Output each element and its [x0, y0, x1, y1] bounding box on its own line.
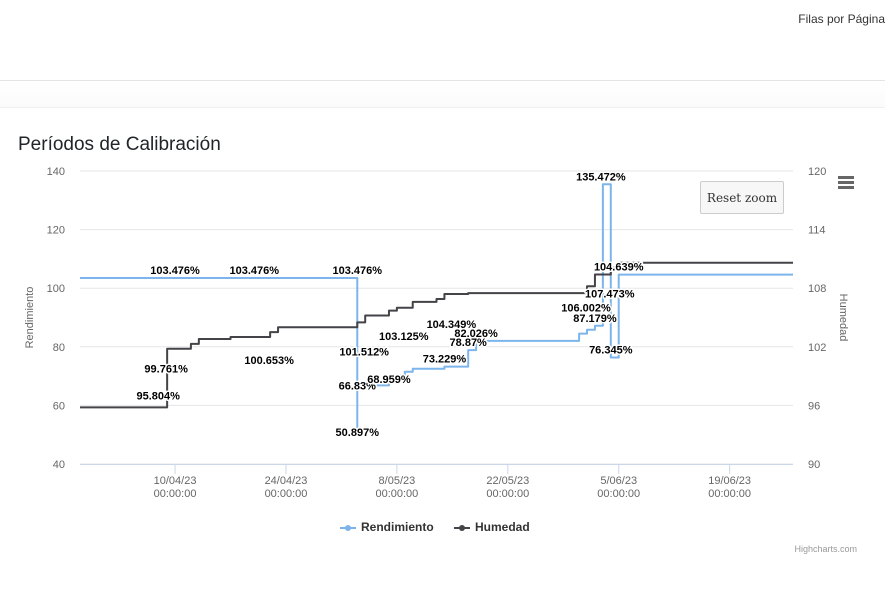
data-label-rendimiento: 104.639% — [594, 262, 644, 274]
chart-title: Períodos de Calibración — [18, 134, 221, 155]
x-tick-sublabel: 00:00:00 — [375, 488, 418, 500]
data-label-rendimiento: 82.026% — [454, 328, 498, 340]
x-tick-label: 5/06/23 — [600, 475, 637, 487]
data-label-humedad: 107.473% — [585, 288, 635, 300]
data-label-humedad: 95.804% — [137, 390, 181, 402]
chart-legend: Rendimiento Humedad — [0, 519, 885, 537]
y-tick-label-left: 100 — [47, 283, 65, 295]
x-tick-label: 24/04/23 — [265, 475, 308, 487]
y-tick-label-left: 80 — [53, 342, 65, 354]
reset-zoom-button[interactable]: Reset zoom — [700, 181, 784, 214]
data-label-rendimiento: 76.345% — [589, 345, 633, 357]
hamburger-menu-icon[interactable] — [837, 175, 855, 191]
x-tick-label: 10/04/23 — [154, 475, 197, 487]
data-label-rendimiento: 135.472% — [576, 171, 626, 183]
x-tick-sublabel: 00:00:00 — [154, 488, 197, 500]
data-label-humedad: 103.125% — [379, 331, 429, 343]
data-label-rendimiento: 103.476% — [150, 265, 200, 277]
y-tick-label-right: 90 — [808, 459, 820, 471]
section-divider — [0, 81, 885, 108]
legend-label-humedad: Humedad — [475, 520, 530, 534]
x-tick-label: 22/05/23 — [486, 475, 529, 487]
data-label-rendimiento: 68.959% — [367, 374, 411, 386]
data-label-rendimiento: 78.87% — [450, 337, 488, 349]
x-tick-sublabel: 00:00:00 — [597, 488, 640, 500]
y-tick-label-right: 102 — [808, 342, 826, 354]
series-line-rendimiento — [80, 183, 793, 434]
y-tick-label-left: 140 — [47, 166, 65, 178]
y-tick-label-left: 60 — [53, 400, 65, 412]
legend-symbol-rendimiento — [340, 525, 356, 531]
y-tick-label-right: 120 — [808, 166, 826, 178]
credits-link[interactable]: Highcharts.com — [794, 544, 857, 554]
y-tick-label-left: 40 — [53, 459, 65, 471]
legend-label-rendimiento: Rendimiento — [361, 520, 434, 534]
x-tick-sublabel: 00:00:00 — [708, 488, 751, 500]
y-axis-title-left: Rendimiento — [24, 287, 36, 349]
series-line-humedad — [80, 261, 793, 409]
data-label-rendimiento: 103.476% — [230, 265, 280, 277]
rows-per-page-label: Filas por Página — [798, 12, 885, 26]
data-label-rendimiento: 66.83% — [339, 380, 377, 392]
y-tick-label-right: 96 — [808, 400, 820, 412]
y-axis-title-right: Humedad — [837, 294, 849, 342]
data-label-humedad: 101.512% — [339, 347, 389, 359]
data-label-rendimiento: 103.476% — [333, 265, 383, 277]
x-tick-label: 19/06/23 — [708, 475, 751, 487]
y-tick-label-right: 114 — [808, 225, 826, 237]
x-tick-sublabel: 00:00:00 — [486, 488, 529, 500]
data-label-humedad: 104.349% — [427, 319, 477, 331]
data-label-humedad: 100.653% — [244, 355, 294, 367]
legend-item-rendimiento[interactable]: Rendimiento — [340, 519, 440, 537]
top-bar: Filas por Página — [0, 0, 885, 81]
data-label-humedad: 99.761% — [144, 364, 188, 376]
data-label-humedad: 106.002% — [561, 303, 611, 315]
x-tick-label: 8/05/23 — [379, 475, 416, 487]
y-tick-label-right: 108 — [808, 283, 826, 295]
x-tick-sublabel: 00:00:00 — [265, 488, 308, 500]
legend-symbol-humedad — [454, 525, 470, 531]
legend-item-humedad[interactable]: Humedad — [454, 519, 544, 537]
data-label-rendimiento: 73.229% — [423, 354, 467, 366]
y-tick-label-left: 120 — [47, 225, 65, 237]
data-label-rendimiento: 87.179% — [573, 313, 617, 325]
data-label-rendimiento: 50.897% — [336, 427, 380, 439]
